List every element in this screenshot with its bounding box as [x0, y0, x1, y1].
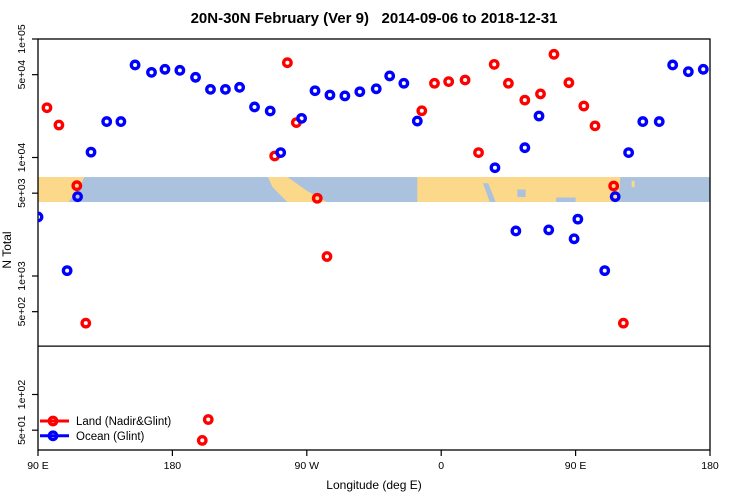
legend: Land (Nadir&Glint) Ocean (Glint)	[40, 415, 171, 443]
data-point-land	[589, 120, 601, 132]
data-point-ocean	[72, 191, 83, 203]
data-point-ocean	[324, 89, 336, 101]
map-strip-land	[39, 194, 43, 201]
data-point-ocean	[275, 147, 287, 158]
data-point-ocean	[129, 59, 141, 71]
data-point-ocean	[533, 110, 545, 122]
data-point-ocean	[572, 213, 584, 225]
data-point-ocean	[115, 116, 127, 127]
data-points	[38, 48, 709, 446]
plot-frame	[37, 38, 711, 451]
data-point-ocean	[354, 86, 366, 98]
data-point-ocean	[519, 142, 531, 154]
data-point-land	[53, 119, 65, 131]
data-point-land	[196, 434, 208, 446]
y-axis-title: N Total	[0, 231, 14, 268]
data-point-ocean	[220, 83, 231, 95]
data-point-land	[563, 77, 575, 89]
data-point-land	[281, 57, 293, 69]
data-point-ocean	[599, 265, 611, 277]
data-point-ocean	[411, 115, 423, 127]
x-axis-title: Longitude (deg E)	[326, 478, 421, 492]
data-point-land	[548, 48, 560, 60]
data-point-ocean	[637, 116, 649, 127]
data-point-ocean	[510, 225, 522, 237]
map-strip-sea-inlet	[517, 189, 526, 198]
data-point-ocean	[61, 265, 73, 277]
x-tick-label: 180	[164, 460, 182, 472]
y-tick-label: 1e+04	[16, 143, 28, 173]
map-strip-sea-inlet	[556, 197, 576, 203]
legend-label: Land (Nadir&Glint)	[76, 416, 171, 428]
map-strip-sea-inlet	[483, 183, 496, 203]
y-tick-label: 1e+05	[16, 24, 28, 54]
map-strip-land	[631, 180, 635, 188]
data-point-land	[41, 102, 53, 114]
data-point-land	[321, 251, 333, 262]
x-tick-label: 90 W	[295, 460, 320, 472]
data-point-ocean	[174, 64, 186, 76]
data-point-ocean	[205, 83, 216, 95]
x-tick-label: 180	[701, 460, 719, 472]
data-point-ocean	[146, 66, 157, 78]
y-tick-label: 5e+01	[16, 415, 28, 445]
data-point-ocean	[623, 147, 635, 158]
data-point-ocean	[398, 77, 410, 89]
data-point-ocean	[653, 116, 665, 127]
map-strip	[38, 177, 710, 203]
data-point-ocean	[296, 112, 307, 124]
data-point-ocean	[609, 191, 621, 203]
data-point-ocean	[339, 90, 351, 102]
data-point-land	[71, 180, 83, 192]
data-point-land	[535, 88, 546, 100]
y-tick-label: 1e+02	[16, 380, 28, 410]
plot-area: 1e+05 5e+04 1e+04 5e+03 1e+03 5e+02 1e+02 5e+01…	[16, 24, 719, 472]
legend-marker-icon	[47, 430, 59, 442]
data-point-ocean	[384, 70, 396, 82]
data-point-ocean	[543, 224, 555, 236]
x-tick-label: 90 E	[27, 460, 49, 472]
x-tick-label: 90 E	[565, 460, 587, 472]
data-point-ocean	[309, 85, 321, 97]
data-point-land	[608, 180, 620, 192]
data-point-ocean	[234, 81, 246, 93]
data-point-land	[311, 192, 323, 204]
data-point-land	[617, 317, 629, 329]
map-strip-land	[267, 177, 327, 203]
data-point-land	[488, 58, 500, 70]
data-point-land	[416, 105, 428, 117]
data-point-land	[473, 147, 484, 158]
data-point-ocean	[190, 71, 201, 83]
data-point-ocean	[38, 211, 44, 223]
y-tick-label: 5e+03	[16, 178, 28, 208]
data-point-land	[459, 74, 471, 86]
data-point-land	[502, 77, 514, 89]
y-tick-label: 5e+04	[16, 60, 28, 90]
legend-marker-icon	[47, 415, 59, 427]
data-point-land	[429, 77, 440, 89]
y-tick-label: 5e+02	[16, 297, 28, 327]
data-point-ocean	[370, 83, 382, 95]
data-point-ocean	[264, 105, 276, 117]
data-point-land	[519, 94, 531, 106]
data-point-land	[578, 100, 590, 112]
x-tick-label: 0	[438, 460, 444, 472]
data-point-ocean	[568, 233, 580, 245]
data-point-land	[202, 414, 214, 425]
data-point-ocean	[697, 63, 709, 75]
data-point-ocean	[682, 66, 694, 78]
data-point-land	[80, 317, 92, 329]
data-point-ocean	[489, 162, 501, 174]
data-point-ocean	[85, 146, 97, 158]
data-point-ocean	[159, 63, 171, 75]
data-point-land	[443, 76, 455, 88]
data-point-ocean	[667, 59, 679, 71]
data-point-ocean	[101, 116, 113, 127]
legend-label: Ocean (Glint)	[76, 431, 145, 443]
chart-title: 20N-30N February (Ver 9) 2014-09-06 to 2…	[191, 10, 558, 27]
y-tick-label: 1e+03	[16, 261, 28, 291]
data-point-ocean	[249, 101, 260, 113]
